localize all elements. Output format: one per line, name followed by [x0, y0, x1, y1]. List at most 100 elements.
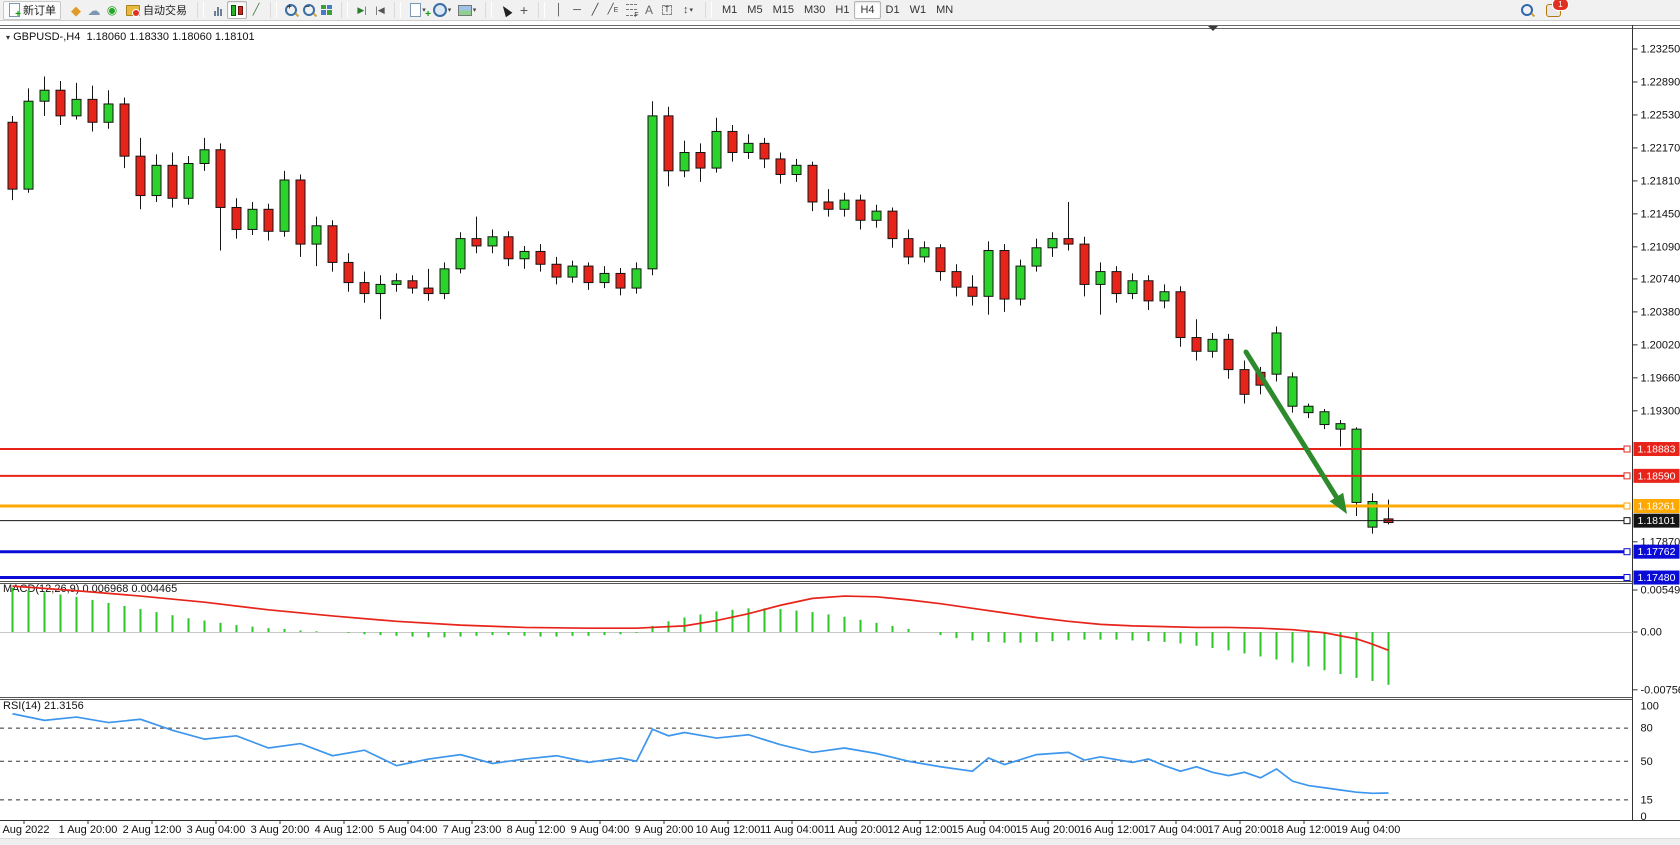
- time-tick-label[interactable]: 12 Aug 12:00: [888, 824, 953, 836]
- candle-body: [712, 131, 721, 168]
- candle-body: [24, 101, 33, 189]
- candle-body: [8, 122, 17, 189]
- candle-body: [696, 153, 705, 169]
- candle-body: [104, 104, 113, 122]
- candle-body: [440, 269, 449, 294]
- candle-body: [360, 283, 369, 294]
- line-endpoint-handle[interactable]: [1624, 473, 1630, 479]
- candle-body: [248, 209, 257, 229]
- candle-body: [1080, 244, 1089, 284]
- candle-body: [1208, 339, 1217, 351]
- time-tick-label[interactable]: 10 Aug 12:00: [696, 824, 761, 836]
- candle-body: [824, 202, 833, 209]
- price-tick-label: 1.22890: [1641, 76, 1680, 88]
- candle-body: [536, 251, 545, 264]
- line-endpoint-handle[interactable]: [1624, 549, 1630, 555]
- rsi-level-label: 80: [1641, 723, 1653, 735]
- time-tick-label[interactable]: 5 Aug 04:00: [379, 824, 438, 836]
- price-flag-label: 1.17480: [1638, 572, 1676, 584]
- time-tick-label[interactable]: 18 Aug 12:00: [1272, 824, 1337, 836]
- time-tick-label[interactable]: 1 Aug 20:00: [59, 824, 118, 836]
- time-tick-label[interactable]: 19 Aug 04:00: [1336, 824, 1401, 836]
- candle-body: [920, 248, 929, 257]
- candle-body: [680, 153, 689, 171]
- candle-body: [984, 251, 993, 297]
- time-tick-label[interactable]: 16 Aug 12:00: [1080, 824, 1145, 836]
- time-tick-label[interactable]: 9 Aug 04:00: [571, 824, 630, 836]
- candle-body: [1352, 429, 1361, 502]
- candle-body: [568, 266, 577, 277]
- time-tick-label[interactable]: 2 Aug 12:00: [123, 824, 182, 836]
- price-tick-label: 1.22170: [1641, 142, 1680, 154]
- rsi-level-label: 100: [1641, 701, 1659, 713]
- price-tick-label: 1.21090: [1641, 241, 1680, 253]
- price-flag-label: 1.18883: [1638, 444, 1676, 456]
- candle-body: [936, 248, 945, 272]
- time-tick-label[interactable]: 11 Aug 04:00: [760, 824, 824, 836]
- line-endpoint-handle[interactable]: [1624, 575, 1630, 581]
- time-tick-label[interactable]: 4 Aug 12:00: [315, 824, 374, 836]
- candle-body: [648, 116, 657, 269]
- candle-body: [904, 239, 913, 257]
- candle-body: [728, 131, 737, 152]
- time-tick-label[interactable]: 15 Aug 20:00: [1016, 824, 1081, 836]
- trend-arrow-head[interactable]: [1330, 493, 1347, 514]
- candle-body: [40, 90, 49, 101]
- candle-body: [1240, 370, 1249, 395]
- rsi-line: [13, 714, 1389, 794]
- line-endpoint-handle[interactable]: [1624, 503, 1630, 509]
- candle-body: [1304, 406, 1313, 412]
- candle-body: [1128, 281, 1137, 294]
- time-tick-label[interactable]: Aug 2022: [2, 824, 49, 836]
- price-tick-label: 1.21450: [1641, 208, 1680, 220]
- candle-body: [280, 180, 289, 231]
- price-tick-label: 1.20740: [1641, 273, 1680, 285]
- time-tick-label[interactable]: 9 Aug 20:00: [635, 824, 694, 836]
- candle-body: [1032, 248, 1041, 266]
- candle-body: [312, 226, 321, 244]
- candle-body: [408, 281, 417, 288]
- candle-body: [152, 165, 161, 195]
- candle-body: [488, 237, 497, 246]
- candle-body: [552, 264, 561, 277]
- rsi-level-label: 50: [1641, 756, 1653, 768]
- time-tick-label[interactable]: 7 Aug 23:00: [443, 824, 502, 836]
- candle-body: [200, 150, 209, 164]
- time-tick-label[interactable]: 8 Aug 12:00: [507, 824, 566, 836]
- candle-body: [344, 262, 353, 282]
- candle-body: [1048, 239, 1057, 248]
- candle-body: [632, 269, 641, 288]
- candle-body: [120, 104, 129, 156]
- candle-body: [856, 200, 865, 220]
- macd-axis-label: 0.005493: [1641, 585, 1680, 597]
- candle-body: [872, 211, 881, 220]
- time-tick-label[interactable]: 3 Aug 20:00: [251, 824, 310, 836]
- line-endpoint-handle[interactable]: [1624, 518, 1630, 524]
- candle-body: [616, 273, 625, 288]
- candle-body: [840, 200, 849, 209]
- price-tick-label: 1.19660: [1641, 372, 1680, 384]
- candle-body: [328, 226, 337, 263]
- candle-body: [216, 150, 225, 208]
- time-tick-label[interactable]: 17 Aug 04:00: [1144, 824, 1209, 836]
- time-tick-label[interactable]: 3 Aug 04:00: [187, 824, 246, 836]
- candle-body: [376, 284, 385, 293]
- price-flag-label: 1.18101: [1638, 515, 1676, 527]
- macd-axis-label: -0.007562: [1641, 684, 1680, 696]
- time-tick-label[interactable]: 15 Aug 04:00: [952, 824, 1017, 836]
- candle-body: [1176, 292, 1185, 338]
- candle-body: [1112, 272, 1121, 294]
- price-tick-label: 1.20380: [1641, 306, 1680, 318]
- price-tick-label: 1.23250: [1641, 44, 1680, 56]
- candle-body: [136, 156, 145, 195]
- candle-body: [1336, 424, 1345, 429]
- price-flag-label: 1.18261: [1638, 500, 1676, 512]
- time-tick-label[interactable]: 17 Aug 20:00: [1208, 824, 1273, 836]
- price-flag-label: 1.18590: [1638, 470, 1676, 482]
- time-tick-label[interactable]: 11 Aug 20:00: [824, 824, 888, 836]
- candle-body: [1272, 333, 1281, 374]
- candle-body: [600, 273, 609, 282]
- candle-body: [792, 165, 801, 174]
- line-endpoint-handle[interactable]: [1624, 446, 1630, 452]
